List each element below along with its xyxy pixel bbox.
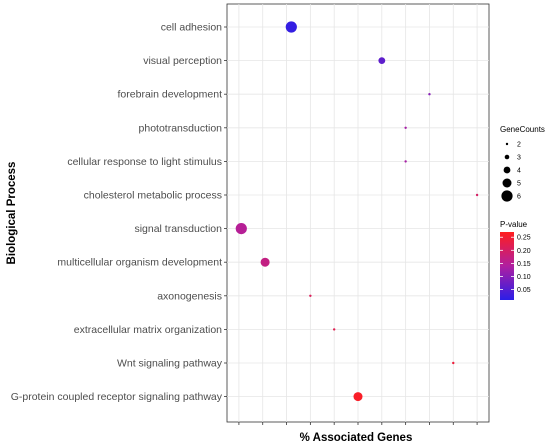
size-legend-label: 6 — [517, 194, 521, 201]
y-tick-label: G-protein coupled receptor signaling pat… — [11, 391, 223, 403]
x-axis-ticks — [238, 422, 478, 425]
color-legend-label: 0.25 — [517, 235, 531, 242]
y-tick-label: axonogenesis — [157, 290, 222, 302]
y-tick-label: Wnt signaling pathway — [117, 358, 223, 370]
data-point — [285, 21, 297, 33]
y-tick-label: cholesterol metabolic process — [84, 190, 222, 202]
data-point — [475, 193, 479, 197]
data-point — [260, 257, 270, 267]
size-legend: GeneCounts 2 3 4 5 6 — [500, 125, 545, 202]
y-tick-label: signal transduction — [134, 223, 222, 235]
size-legend-label: 3 — [517, 155, 521, 162]
data-point — [378, 57, 386, 64]
size-legend-key — [505, 142, 509, 146]
data-point — [235, 223, 247, 235]
data-points — [235, 21, 479, 402]
size-legend-label: 2 — [517, 142, 521, 149]
y-tick-label: multicellular organism development — [57, 257, 222, 269]
size-legend-label: 4 — [517, 168, 521, 175]
y-tick-label: extracellular matrix organization — [74, 324, 222, 336]
size-legend-key — [502, 178, 512, 188]
y-tick-label: cell adhesion — [161, 22, 222, 34]
size-legend-label: 5 — [517, 181, 521, 188]
y-tick-label: forebrain development — [118, 89, 223, 101]
size-legend-key — [503, 166, 511, 174]
color-legend-label: 0.15 — [517, 261, 531, 268]
y-axis-ticks: cell adhesion visual perception forebrain … — [11, 22, 227, 403]
gridlines — [227, 4, 489, 422]
y-tick-label: phototransduction — [139, 122, 223, 134]
color-legend-bar — [500, 232, 514, 300]
x-axis-title: % Associated Genes — [300, 432, 413, 444]
size-legend-key — [504, 154, 510, 160]
y-axis-title: Biological Process — [6, 162, 18, 265]
data-point — [404, 126, 407, 129]
data-point — [404, 160, 407, 163]
color-legend-label: 0.10 — [517, 274, 531, 281]
color-legend-title: P-value — [500, 220, 528, 229]
y-tick-label: visual perception — [143, 55, 222, 67]
data-point — [309, 294, 312, 297]
size-legend-key — [501, 190, 513, 202]
color-legend-label: 0.05 — [517, 287, 531, 294]
color-legend-label: 0.20 — [517, 248, 531, 255]
data-point — [452, 361, 455, 365]
data-point — [428, 93, 431, 96]
color-legend: P-value 0.05 0.10 0.15 0.20 0.25 — [500, 220, 531, 300]
size-legend-title: GeneCounts — [500, 125, 545, 134]
data-point — [332, 328, 336, 331]
y-tick-label: cellular response to light stimulus — [67, 156, 222, 168]
data-point — [353, 392, 363, 402]
